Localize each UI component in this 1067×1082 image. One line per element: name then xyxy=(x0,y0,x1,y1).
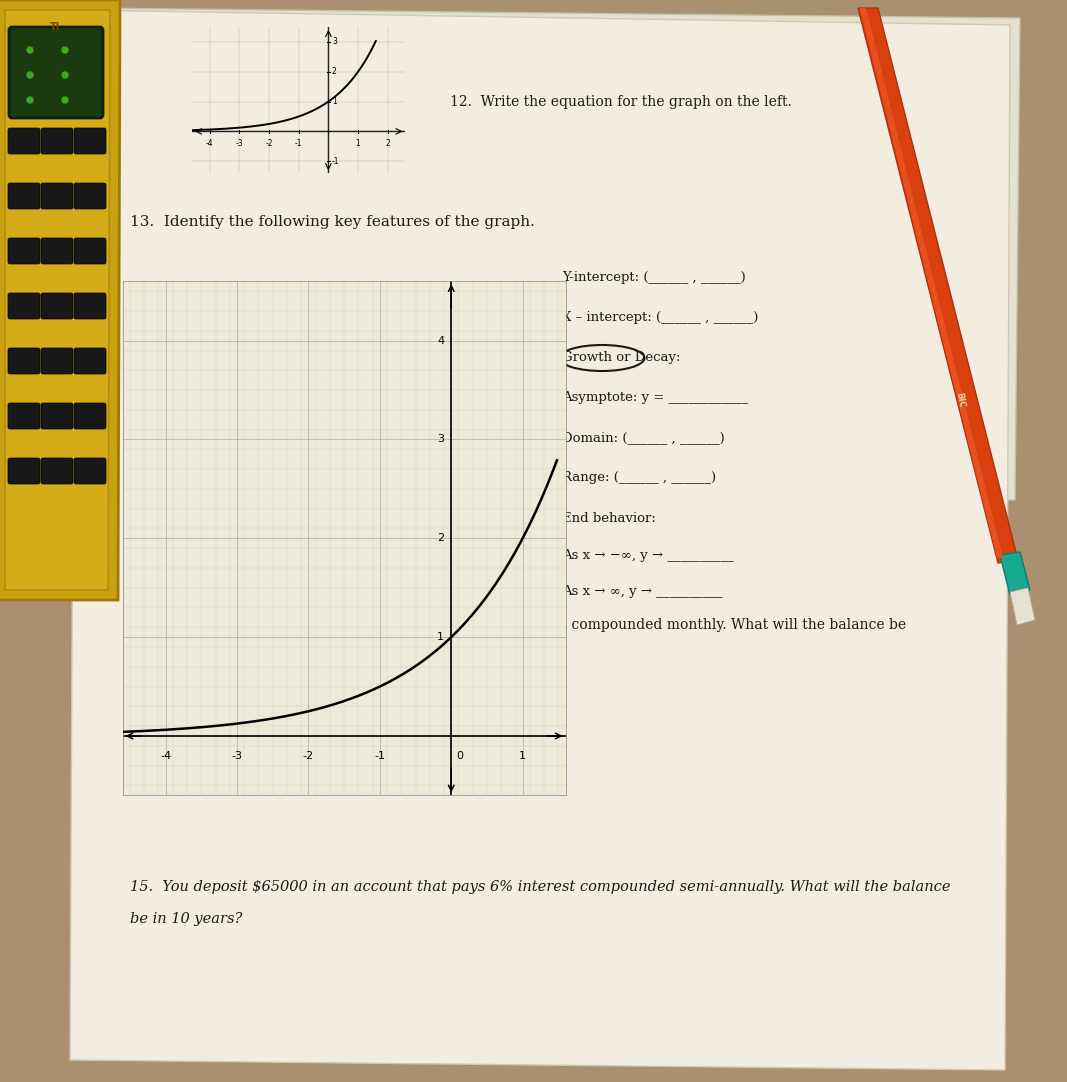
Text: Asymptote: y = ____________: Asymptote: y = ____________ xyxy=(562,392,748,405)
FancyBboxPatch shape xyxy=(7,238,39,264)
Text: End behavior:: End behavior: xyxy=(562,512,656,525)
FancyBboxPatch shape xyxy=(7,348,39,374)
FancyBboxPatch shape xyxy=(74,403,106,428)
Circle shape xyxy=(62,72,68,78)
Text: 0: 0 xyxy=(457,751,463,761)
FancyBboxPatch shape xyxy=(74,348,106,374)
FancyBboxPatch shape xyxy=(74,293,106,319)
Text: -2: -2 xyxy=(266,138,273,148)
FancyBboxPatch shape xyxy=(9,27,103,118)
Text: -2: -2 xyxy=(303,751,314,761)
Text: TI: TI xyxy=(50,22,60,32)
FancyBboxPatch shape xyxy=(7,403,39,428)
Circle shape xyxy=(27,97,33,103)
Polygon shape xyxy=(860,8,1003,558)
Text: 14.  You deposit $4000 in an account that pays 2.25% interest compounded monthly: 14. You deposit $4000 in an account that… xyxy=(130,618,906,632)
Polygon shape xyxy=(1010,588,1035,625)
Text: Domain: (______ , ______): Domain: (______ , ______) xyxy=(562,432,724,445)
Polygon shape xyxy=(70,10,1010,1070)
FancyBboxPatch shape xyxy=(7,128,39,154)
Text: -1: -1 xyxy=(332,157,339,166)
FancyBboxPatch shape xyxy=(7,458,39,484)
Text: 1: 1 xyxy=(437,632,444,642)
FancyBboxPatch shape xyxy=(74,128,106,154)
FancyBboxPatch shape xyxy=(74,238,106,264)
FancyBboxPatch shape xyxy=(41,128,73,154)
Text: -3: -3 xyxy=(232,751,242,761)
Polygon shape xyxy=(858,8,1018,563)
FancyBboxPatch shape xyxy=(41,348,73,374)
Text: 13.  Identify the following key features of the graph.: 13. Identify the following key features … xyxy=(130,215,535,229)
Text: BIC: BIC xyxy=(954,392,966,409)
Text: -3: -3 xyxy=(236,138,243,148)
Text: be in 10 years?: be in 10 years? xyxy=(130,912,242,926)
Text: 1: 1 xyxy=(355,138,361,148)
Text: 4: 4 xyxy=(437,335,444,345)
Text: X – intercept: (______ , ______): X – intercept: (______ , ______) xyxy=(562,312,759,325)
Polygon shape xyxy=(80,8,1020,500)
Text: Range: (______ , ______): Range: (______ , ______) xyxy=(562,472,716,485)
Text: 3: 3 xyxy=(332,38,337,47)
Text: 2: 2 xyxy=(437,533,444,543)
Text: $A = P\!\left(1+\dfrac{r}{n}\right)^{\!nt}$: $A = P\!\left(1+\dfrac{r}{n}\right)^{\!n… xyxy=(130,695,297,735)
Circle shape xyxy=(62,97,68,103)
Polygon shape xyxy=(5,10,110,590)
FancyBboxPatch shape xyxy=(41,458,73,484)
FancyBboxPatch shape xyxy=(41,403,73,428)
Polygon shape xyxy=(0,0,120,601)
Text: 2: 2 xyxy=(385,138,391,148)
Text: 12.  Write the equation for the graph on the left.: 12. Write the equation for the graph on … xyxy=(450,95,792,109)
Text: Growth or Decay:: Growth or Decay: xyxy=(562,352,681,365)
FancyBboxPatch shape xyxy=(41,238,73,264)
FancyBboxPatch shape xyxy=(41,293,73,319)
Polygon shape xyxy=(1000,552,1030,595)
Circle shape xyxy=(62,47,68,53)
Text: -1: -1 xyxy=(375,751,385,761)
Circle shape xyxy=(27,47,33,53)
Text: 3: 3 xyxy=(437,435,444,445)
Text: As x → ∞, y → __________: As x → ∞, y → __________ xyxy=(562,585,722,598)
Text: 1: 1 xyxy=(520,751,526,761)
FancyBboxPatch shape xyxy=(74,458,106,484)
Text: -4: -4 xyxy=(206,138,213,148)
Text: 15.  You deposit $65000 in an account that pays 6% interest compounded semi-annu: 15. You deposit $65000 in an account tha… xyxy=(130,880,951,894)
Text: in 5 years? (Hint: Use the formula below. ): in 5 years? (Hint: Use the formula below… xyxy=(130,648,429,662)
Text: -1: -1 xyxy=(294,138,303,148)
FancyBboxPatch shape xyxy=(74,183,106,209)
Text: Y-intercept: (______ , ______): Y-intercept: (______ , ______) xyxy=(562,272,746,285)
Text: 1: 1 xyxy=(332,97,337,106)
Circle shape xyxy=(27,72,33,78)
Text: -4: -4 xyxy=(160,751,171,761)
FancyBboxPatch shape xyxy=(7,293,39,319)
Text: 2: 2 xyxy=(332,67,337,76)
FancyBboxPatch shape xyxy=(7,183,39,209)
FancyBboxPatch shape xyxy=(41,183,73,209)
Text: As x → −∞, y → __________: As x → −∞, y → __________ xyxy=(562,549,734,562)
